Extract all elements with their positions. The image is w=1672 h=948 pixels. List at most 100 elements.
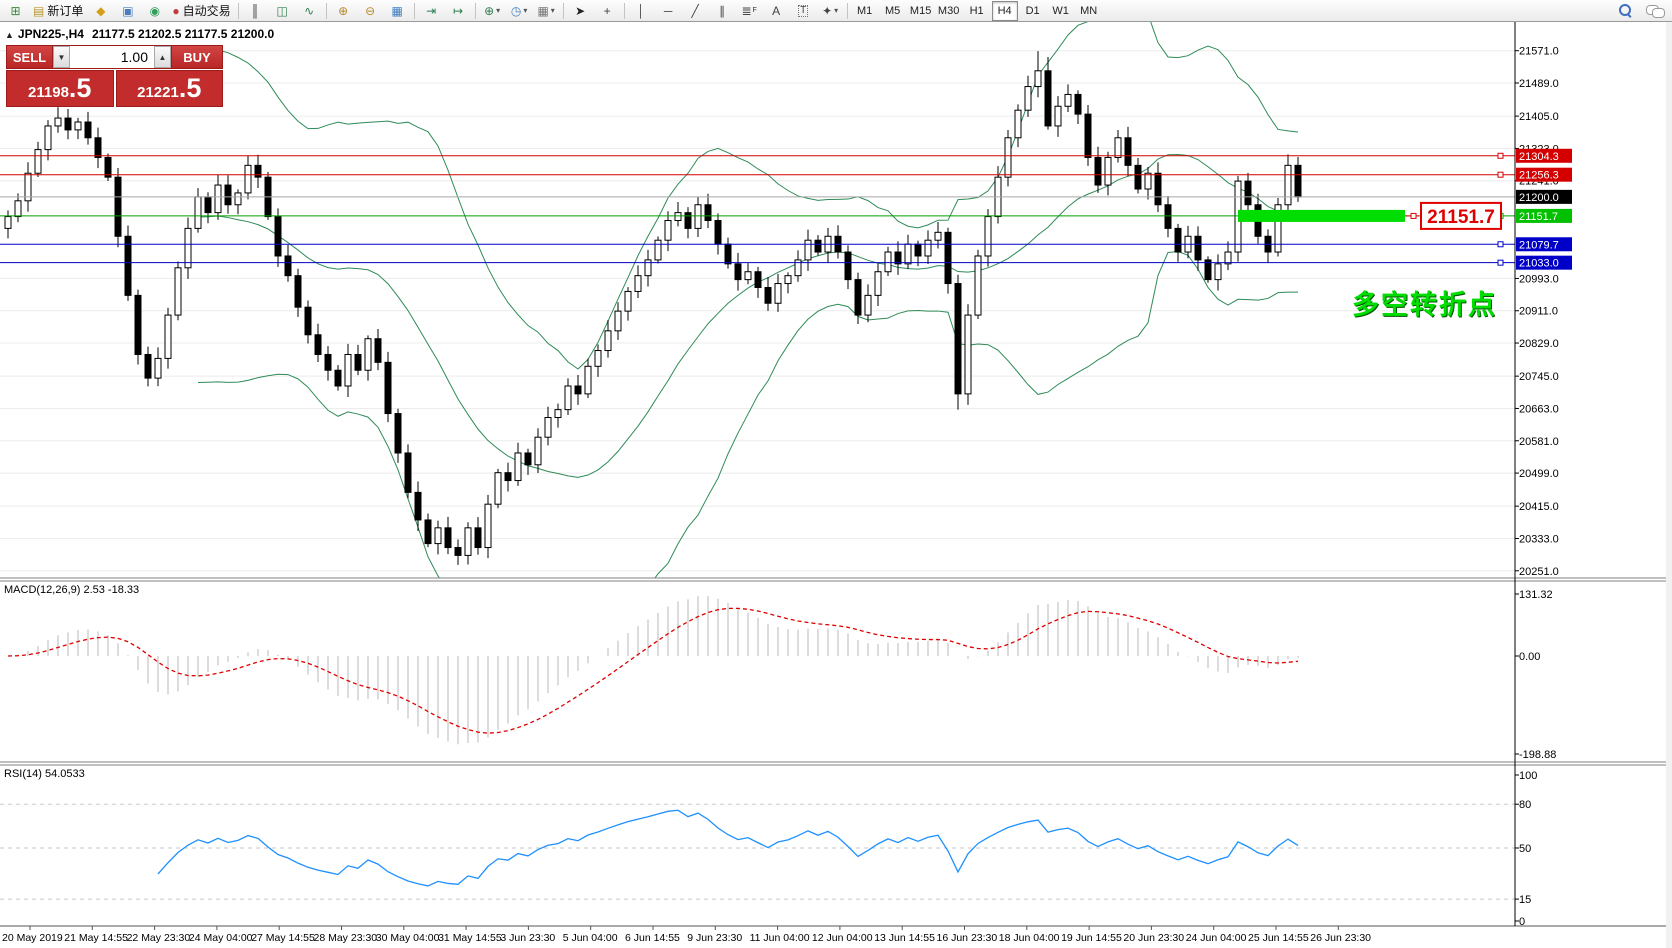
zoom-out-button[interactable]: ⊖ (365, 3, 376, 18)
svg-text:80: 80 (1519, 799, 1531, 811)
buy-price-main: 21221 (137, 84, 179, 101)
signals-button[interactable]: ◉ (149, 3, 161, 18)
chat-icon[interactable] (1646, 4, 1665, 18)
svg-text:21151.7: 21151.7 (1519, 211, 1558, 223)
rsi-levels (0, 803, 1515, 900)
buy-price[interactable]: 21221.5 (115, 70, 223, 107)
svg-text:28 May 23:30: 28 May 23:30 (314, 932, 378, 944)
hline-handle[interactable] (1497, 241, 1504, 248)
buy-button[interactable]: BUY (171, 45, 223, 69)
timeframe-d1[interactable]: D1 (1025, 4, 1040, 17)
hline-button[interactable]: ─ (663, 3, 673, 18)
svg-text:24 Jun 04:00: 24 Jun 04:00 (1186, 932, 1247, 944)
svg-text:13 Jun 14:55: 13 Jun 14:55 (874, 932, 935, 944)
macd-panel (7, 596, 1299, 745)
svg-text:30 May 04:00: 30 May 04:00 (376, 932, 440, 944)
timeframe-m5[interactable]: M5 (884, 4, 901, 17)
one-click-trading-panel: SELL ▼ ▲ BUY 21198.5 21221.5 (6, 45, 223, 107)
new-order-button[interactable]: ▤ 新订单 (33, 3, 84, 18)
auto-scroll-button[interactable]: ⇥ (426, 3, 437, 18)
arrows-button[interactable]: ✦ ▾ (822, 3, 839, 18)
vline-button[interactable]: │ (637, 3, 645, 18)
timeframe-m15[interactable]: M15 (909, 4, 932, 17)
hline-handle[interactable] (1497, 152, 1504, 159)
search-icon[interactable] (1619, 4, 1632, 18)
price-axis: 21571.021489.021405.021323.021241.020993… (1515, 46, 1572, 578)
svg-text:21200.0: 21200.0 (1519, 192, 1559, 204)
volume-increase-button[interactable]: ▲ (154, 46, 171, 68)
timeframe-m30[interactable]: M30 (937, 4, 960, 17)
toolbar-buttons: ⊞ ▤ 新订单 ◆ ▣ ◉ ● 自动交易 ║ ◫ ∿ ⊕ ⊖ ▦ ⇥ ↦ ⊕ ▾ ◷ ▾ ▦ ▾ ➤ + │ ─ ╱ ∥ ≣ F A T ✦ ▾ M… (2, 0, 1103, 21)
sell-price-big: .5 (68, 73, 92, 103)
rsi-axis: 100 80 50 15 0 (1515, 770, 1537, 928)
highlight-level[interactable]: 21151.7 (1238, 201, 1502, 230)
bar-chart-button[interactable]: ║ (250, 3, 260, 18)
crosshair-button[interactable]: + (603, 3, 611, 18)
tile-windows-button[interactable]: ▦ (391, 3, 403, 18)
sell-price-main: 21198 (28, 84, 69, 101)
fibonacci-button[interactable]: ≣ F (741, 3, 757, 18)
templates-button[interactable]: ▦ ▾ (537, 3, 555, 18)
macd-indicator-label: MACD(12,26,9) 2.53 -18.33 (4, 584, 140, 596)
hline-handle[interactable] (1497, 171, 1504, 178)
svg-text:6 Jun 14:55: 6 Jun 14:55 (625, 932, 680, 944)
toolbar-separator (474, 2, 476, 19)
styler-button[interactable]: ◆ (96, 3, 106, 18)
toolbar-separator (846, 2, 848, 19)
svg-text:20829.0: 20829.0 (1519, 338, 1559, 350)
line-chart-button[interactable]: ∿ (304, 3, 315, 18)
sell-price[interactable]: 21198.5 (6, 70, 114, 107)
zoom-in-button[interactable]: ⊕ (338, 3, 349, 18)
svg-text:21304.3: 21304.3 (1519, 151, 1559, 163)
timeframe-m1[interactable]: M1 (856, 4, 873, 17)
channel-button[interactable]: ∥ (719, 3, 726, 18)
svg-text:21 May 14:55: 21 May 14:55 (64, 932, 128, 944)
svg-text:12 Jun 04:00: 12 Jun 04:00 (812, 932, 873, 944)
svg-text:22 May 23:30: 22 May 23:30 (127, 932, 191, 944)
candlesticks (4, 51, 1302, 565)
timeframe-h1[interactable]: H1 (969, 4, 984, 17)
profile-button[interactable]: ▣ (122, 3, 134, 18)
svg-text:27 May 14:55: 27 May 14:55 (251, 932, 315, 944)
buy-price-big: .5 (178, 73, 202, 103)
toolbar-right (1619, 4, 1665, 18)
annotation-text[interactable]: 多空转折点 (1352, 290, 1497, 321)
text-label-button[interactable]: T (798, 4, 809, 17)
trendline-button[interactable]: ╱ (691, 3, 699, 18)
svg-text:20 Jun 23:30: 20 Jun 23:30 (1123, 932, 1184, 944)
collapse-arrow-icon[interactable]: ▲ (5, 30, 14, 40)
svg-text:50: 50 (1519, 843, 1531, 855)
svg-text:11 Jun 04:00: 11 Jun 04:00 (750, 932, 810, 944)
timeframe-mn[interactable]: MN (1080, 4, 1098, 17)
svg-text:20333.0: 20333.0 (1519, 533, 1559, 545)
svg-text:9 Jun 23:30: 9 Jun 23:30 (687, 932, 742, 944)
price-gridlines (0, 50, 1515, 572)
cursor-button[interactable]: ➤ (575, 3, 586, 18)
svg-text:19 Jun 14:55: 19 Jun 14:55 (1061, 932, 1122, 944)
svg-text:21405.0: 21405.0 (1519, 111, 1559, 123)
volume-input[interactable] (70, 46, 154, 68)
rsi-line (157, 809, 1299, 887)
new-chart-button[interactable]: ⊞ (10, 3, 21, 18)
candlestick-button[interactable]: ◫ (276, 3, 288, 18)
svg-text:20993.0: 20993.0 (1519, 273, 1559, 285)
sell-button[interactable]: SELL (6, 45, 53, 69)
svg-text:20663.0: 20663.0 (1519, 403, 1559, 415)
timeframe-w1[interactable]: W1 (1052, 4, 1069, 17)
svg-text:0.00: 0.00 (1519, 651, 1540, 663)
hline-handle[interactable] (1497, 259, 1504, 266)
volume-control: ▼ ▲ (53, 45, 171, 69)
svg-text:24 May 04:00: 24 May 04:00 (189, 932, 253, 944)
svg-text:20581.0: 20581.0 (1519, 436, 1559, 448)
periods-button[interactable]: ◷ ▾ (510, 3, 528, 18)
timeframe-h4[interactable]: H4 (991, 0, 1018, 21)
chart-shift-button[interactable]: ↦ (453, 3, 464, 18)
add-object-button[interactable]: ⊕ ▾ (484, 3, 501, 18)
volume-decrease-button[interactable]: ▼ (53, 46, 70, 68)
text-button[interactable]: A (772, 3, 781, 18)
autotrading-button[interactable]: ● 自动交易 (172, 3, 231, 18)
price-callout-box (1420, 201, 1502, 230)
ohlc-values: 21177.5 21202.5 21177.5 21200.0 (91, 27, 275, 41)
